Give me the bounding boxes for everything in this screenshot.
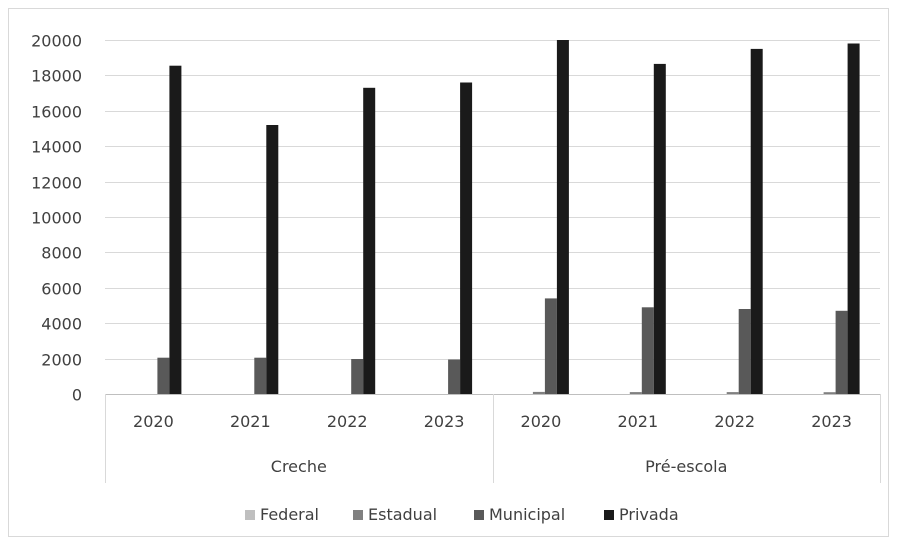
y-tick-label: 4000 [41,315,82,334]
y-tick-label: 18000 [31,67,82,86]
legend-swatch-federal [245,510,255,520]
bar-privada [363,87,376,395]
legend-label: Municipal [489,505,565,524]
legend-swatch-municipal [474,510,484,520]
bar-estadual [532,391,545,394]
bar-municipal [157,357,170,394]
bar-privada [556,40,569,394]
chart-frame [8,8,889,537]
y-tick-label: 6000 [41,280,82,299]
bar-municipal [544,298,557,394]
group-label: Creche [271,457,327,476]
x-tick-label: 2020 [521,412,562,431]
y-tick-label: 8000 [41,244,82,263]
bars [157,40,860,395]
bar-privada [847,43,860,394]
y-tick-label: 0 [72,386,82,405]
bar-privada [653,63,666,395]
y-tick-label: 12000 [31,174,82,193]
bar-municipal [835,310,848,394]
bar-privada [460,82,473,394]
x-tick-label: 2020 [133,412,174,431]
x-tick-label: 2023 [811,412,852,431]
y-tick-label: 2000 [41,351,82,370]
bar-privada [266,125,279,394]
bar-municipal [738,309,751,394]
x-axis: 2020 2021 2022 2023 2020 2021 2022 2023 Creche Pr… [105,394,881,483]
legend: Federal Estadual Municipal Privada [245,505,679,524]
bar-municipal [254,357,267,394]
x-tick-label: 2023 [424,412,465,431]
x-tick-label: 2022 [714,412,755,431]
bar-privada [169,65,182,394]
bar-estadual [823,392,836,394]
bar-municipal [448,359,461,394]
y-tick-label: 14000 [31,138,82,157]
y-tick-label: 20000 [31,32,82,51]
bar-estadual [726,392,739,394]
bar-municipal [351,359,364,394]
bar-municipal [641,307,654,394]
x-tick-label: 2021 [230,412,271,431]
y-tick-label: 10000 [31,209,82,228]
x-tick-label: 2021 [617,412,658,431]
legend-label: Privada [619,505,679,524]
legend-label: Federal [260,505,319,524]
y-axis-ticks: 0 2000 4000 6000 8000 10000 12000 14000 16000 180… [31,32,82,405]
x-tick-label: 2022 [327,412,368,431]
legend-swatch-privada [604,510,614,520]
legend-swatch-estadual [353,510,363,520]
bar-estadual [629,392,642,394]
legend-label: Estadual [368,505,437,524]
y-tick-label: 16000 [31,103,82,122]
bar-privada [750,48,763,395]
group-label: Pré-escola [645,457,727,476]
